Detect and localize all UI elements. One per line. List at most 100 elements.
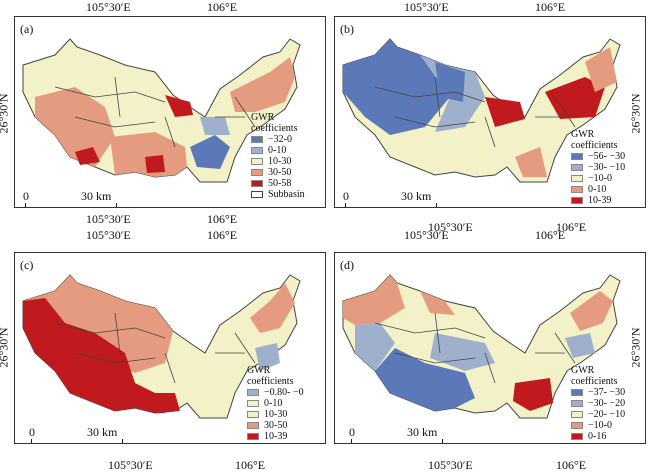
map-panel-c: (c) GWR coefficients −0.80- −0 0-10 10-3… bbox=[14, 252, 326, 444]
map-panel-d: (d) GWR coefficients −37- −30 −30- −20 −… bbox=[334, 252, 646, 444]
legend-label: Subbasin bbox=[588, 442, 625, 443]
zone-red-center bbox=[485, 97, 525, 127]
legend-label: 0-16 bbox=[588, 431, 607, 442]
zone-darkblue-west bbox=[343, 39, 450, 135]
zone-salmon-east bbox=[570, 291, 613, 331]
lat-label-d: 26°30′N bbox=[628, 327, 643, 368]
legend-item: −30- −10 bbox=[571, 162, 625, 173]
zone-lightblue-east bbox=[565, 333, 595, 358]
legend-label: 50-58 bbox=[268, 178, 292, 189]
zone-darkblue bbox=[190, 135, 230, 169]
scale-km-d: 30 km bbox=[407, 425, 438, 439]
legend-swatch bbox=[247, 400, 259, 407]
panel-label-d: (d) bbox=[340, 258, 354, 272]
lon-label-a-1: 105°30′E bbox=[86, 0, 131, 14]
legend-title-line1: GWR bbox=[247, 365, 271, 376]
legend-label: 10-30 bbox=[268, 156, 292, 167]
legend-item: 10-30 bbox=[247, 409, 304, 420]
legend-swatch bbox=[247, 389, 259, 396]
lon-label-c-bottom-1: 105°30′E bbox=[108, 458, 153, 472]
scale-bar-a bbox=[25, 203, 117, 207]
legend-item: Subbasin bbox=[247, 442, 304, 443]
zone-red-south bbox=[145, 393, 180, 413]
legend-label: 30-50 bbox=[268, 167, 292, 178]
lon-label-b-1: 105°30′E bbox=[404, 0, 449, 14]
scale-zero-b: 0 bbox=[343, 189, 349, 203]
zone-salmon-east bbox=[250, 283, 295, 333]
zone-red-2 bbox=[75, 147, 100, 165]
legend-label: −0.80- −0 bbox=[264, 387, 304, 398]
zone-salmon-west bbox=[35, 87, 115, 167]
map-panel-b: (b) GWR coefficients −56- −30 −30- −10 −… bbox=[334, 16, 646, 208]
scale-km-c: 30 km bbox=[87, 425, 118, 439]
legend-item: 10-30 bbox=[251, 156, 305, 167]
legend-swatch bbox=[571, 197, 583, 204]
legend-a: GWR coefficients −32-0 0-10 10-30 30-50 … bbox=[251, 112, 305, 200]
legend-item: 0-16 bbox=[571, 431, 625, 442]
legend-swatch bbox=[251, 147, 263, 154]
zone-salmon-south bbox=[515, 147, 547, 177]
legend-label: 10-39 bbox=[264, 431, 288, 442]
legend-label: 30-50 bbox=[264, 420, 288, 431]
legend-item: 0-10 bbox=[571, 184, 625, 195]
lon-label-b-2: 106°E bbox=[535, 0, 566, 14]
lon-label-d-bottom-1: 105°30′E bbox=[428, 458, 473, 472]
legend-title-line2: coefficients bbox=[571, 140, 618, 151]
legend-item: 30-50 bbox=[247, 420, 304, 431]
zone-red-south bbox=[513, 378, 553, 411]
legend-item: −32-0 bbox=[251, 134, 305, 145]
lat-label-b: 26°30′N bbox=[628, 93, 643, 134]
legend-item: 30-50 bbox=[251, 167, 305, 178]
scale-zero-c: 0 bbox=[29, 425, 35, 439]
legend-swatch bbox=[251, 180, 263, 187]
lon-label-c-bottom-2: 106°E bbox=[235, 458, 266, 472]
lon-label-b-bottom-2: 106°E bbox=[556, 220, 587, 234]
lon-label-a-2: 106°E bbox=[207, 0, 238, 14]
legend-item: −10-0 bbox=[571, 173, 625, 184]
legend-swatch bbox=[251, 136, 263, 143]
legend-c: GWR coefficients −0.80- −0 0-10 10-30 30… bbox=[247, 365, 304, 443]
zone-red-east bbox=[545, 77, 605, 119]
legend-swatch bbox=[247, 422, 259, 429]
panel-label-c: (c) bbox=[20, 258, 34, 272]
legend-label: −37- −30 bbox=[588, 387, 626, 398]
lon-label-b-bottom-1: 105°30′E bbox=[428, 220, 473, 234]
legend-label: Subbasin bbox=[268, 189, 305, 200]
legend-label: −30- −20 bbox=[588, 398, 626, 409]
legend-label: 0-10 bbox=[264, 398, 283, 409]
watershed-map-b bbox=[342, 38, 621, 183]
lon-label-a-bottom-1: 105°30′E bbox=[86, 212, 131, 226]
legend-b: GWR coefficients −56- −30 −30- −10 −10-0… bbox=[571, 129, 625, 207]
zone-lightblue bbox=[200, 117, 230, 135]
legend-item: 50-58 bbox=[251, 178, 305, 189]
legend-title-line2: coefficients bbox=[571, 376, 618, 387]
scale-km-b: 30 km bbox=[401, 189, 432, 203]
zone-red-3 bbox=[145, 155, 165, 173]
zone-salmon-east bbox=[230, 57, 295, 112]
lon-label-d-bottom-2: 106°E bbox=[556, 458, 587, 472]
watershed-map-a bbox=[22, 38, 301, 183]
zone-red-1 bbox=[165, 95, 193, 117]
zone-lightblue-east bbox=[255, 343, 280, 371]
legend-swatch bbox=[251, 169, 263, 176]
legend-item: 10-39 bbox=[571, 195, 625, 206]
zone-salmon-west bbox=[23, 275, 173, 373]
legend-label: −32-0 bbox=[268, 134, 292, 145]
legend-swatch bbox=[571, 153, 583, 160]
scale-bar-d bbox=[351, 439, 443, 443]
lat-label-a: 26°30′N bbox=[0, 93, 11, 134]
subbasin-lines bbox=[54, 312, 256, 384]
lon-label-d-1: 105°30′E bbox=[404, 228, 449, 242]
legend-swatch bbox=[571, 433, 583, 440]
legend-item: −20- −10 bbox=[571, 409, 625, 420]
legend-item: −37- −30 bbox=[571, 387, 625, 398]
zone-darkblue-south bbox=[375, 348, 475, 411]
legend-swatch bbox=[251, 158, 263, 165]
legend-swatch bbox=[571, 389, 583, 396]
lon-label-c-1: 105°30′E bbox=[86, 228, 131, 242]
legend-swatch bbox=[571, 411, 583, 418]
legend-item: −10-0 bbox=[571, 420, 625, 431]
panel-label-b: (b) bbox=[340, 22, 354, 36]
legend-item: Subbasin bbox=[571, 206, 625, 207]
legend-label: Subbasin bbox=[264, 442, 301, 443]
